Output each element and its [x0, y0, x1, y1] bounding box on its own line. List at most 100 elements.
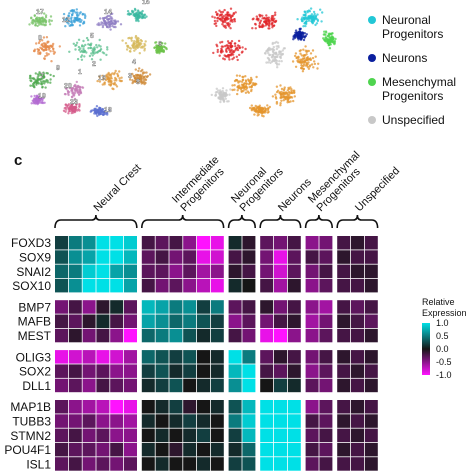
tsne-plot-cell-types [210, 7, 337, 118]
tsne-point [305, 61, 308, 65]
heatmap-cell [287, 278, 301, 293]
heatmap-cell [210, 300, 224, 314]
tsne-point [232, 12, 235, 15]
tsne-cluster-label: 20 [64, 83, 72, 90]
tsne-point [296, 36, 299, 39]
gene-label: TUBB3 [12, 415, 51, 429]
tsne-point [236, 58, 239, 62]
tsne-point [29, 84, 32, 87]
tsne-point [264, 52, 267, 55]
tsne-point [141, 46, 144, 49]
tsne-point [271, 42, 274, 46]
tsne-point [108, 78, 111, 81]
tsne-point [111, 72, 114, 75]
tsne-point [210, 93, 213, 97]
tsne-point [103, 81, 106, 85]
tsne-point [302, 67, 305, 71]
tsne-point [104, 78, 108, 82]
tsne-point [113, 71, 117, 75]
tsne-point [98, 75, 101, 78]
heatmap-cell [183, 428, 197, 443]
heatmap-cell [197, 278, 210, 293]
tsne-point [234, 45, 237, 48]
tsne-point [255, 15, 258, 18]
tsne-point [270, 19, 273, 22]
tsne-point [38, 78, 42, 81]
tsne-point [304, 49, 307, 52]
tsne-point [221, 40, 224, 44]
tsne-point [67, 110, 71, 113]
tsne-point [313, 62, 317, 66]
tsne-cluster-label: 5 [90, 33, 94, 40]
heatmap-cell [124, 442, 137, 457]
heatmap-cell [96, 457, 110, 471]
tsne-point [268, 105, 271, 109]
heatmap-cell [82, 314, 96, 328]
heatmap-cell [82, 428, 96, 443]
tsne-point [32, 49, 36, 53]
heatmap-cell [337, 364, 351, 378]
tsne-point [262, 107, 265, 111]
heatmap-cell [337, 378, 351, 393]
heatmap-cell [110, 250, 124, 264]
tsne-point [301, 70, 305, 73]
tsne-point [135, 19, 138, 22]
tsne-point [316, 67, 319, 70]
tsne-point [267, 61, 270, 64]
tsne-point [111, 24, 114, 28]
tsne-point [137, 80, 141, 84]
tsne-point [226, 46, 230, 49]
tsne-point [99, 17, 102, 20]
legend-title: Expression [422, 308, 467, 318]
tsne-point [134, 34, 138, 38]
tsne-point [96, 46, 99, 49]
tsne-point [137, 14, 140, 18]
tsne-point [254, 23, 257, 26]
tsne-point [139, 75, 143, 79]
heatmap-cell [82, 414, 96, 428]
tsne-point [77, 38, 81, 41]
tsne-point [35, 16, 39, 19]
tsne-point [230, 54, 233, 57]
tsne-point [213, 16, 216, 19]
heatmap-cell [287, 442, 301, 457]
tsne-cluster-label: 18 [104, 107, 112, 114]
heatmap-cell [210, 278, 224, 293]
tsne-point [309, 17, 312, 20]
tsne-point [295, 56, 299, 59]
heatmap-cell [287, 364, 301, 378]
tsne-point [131, 72, 134, 76]
tsne-point [101, 51, 105, 54]
heatmap-cell [228, 442, 242, 457]
tsne-point [301, 35, 305, 38]
heatmap-cell [319, 250, 333, 264]
heatmap-cell [82, 264, 96, 279]
tsne-point [260, 107, 263, 110]
tsne-point [238, 46, 241, 50]
heatmap-cell [141, 400, 155, 414]
tsne-point [290, 88, 293, 91]
tsne-point [35, 42, 38, 45]
tsne-point [50, 19, 53, 22]
tsne-point [225, 48, 228, 51]
tsne-point [257, 113, 260, 116]
tsne-point [254, 27, 257, 30]
tsne-point [47, 40, 50, 43]
tsne-point [98, 80, 102, 83]
heatmap-cell [337, 314, 351, 328]
tsne-point [64, 86, 68, 90]
heatmap-cell [287, 457, 301, 471]
heatmap-cell [364, 300, 378, 314]
tsne-point [292, 99, 295, 103]
tsne-point [300, 37, 303, 40]
tsne-point [40, 47, 43, 50]
tsne-point [316, 13, 319, 16]
tsne-point [70, 16, 73, 19]
heatmap-cell [260, 378, 274, 393]
tsne-point [227, 53, 230, 57]
tsne-point [80, 58, 84, 61]
heatmap-cell [337, 400, 351, 414]
tsne-point [247, 79, 251, 82]
tsne-point [266, 111, 269, 114]
tsne-point [309, 58, 313, 62]
